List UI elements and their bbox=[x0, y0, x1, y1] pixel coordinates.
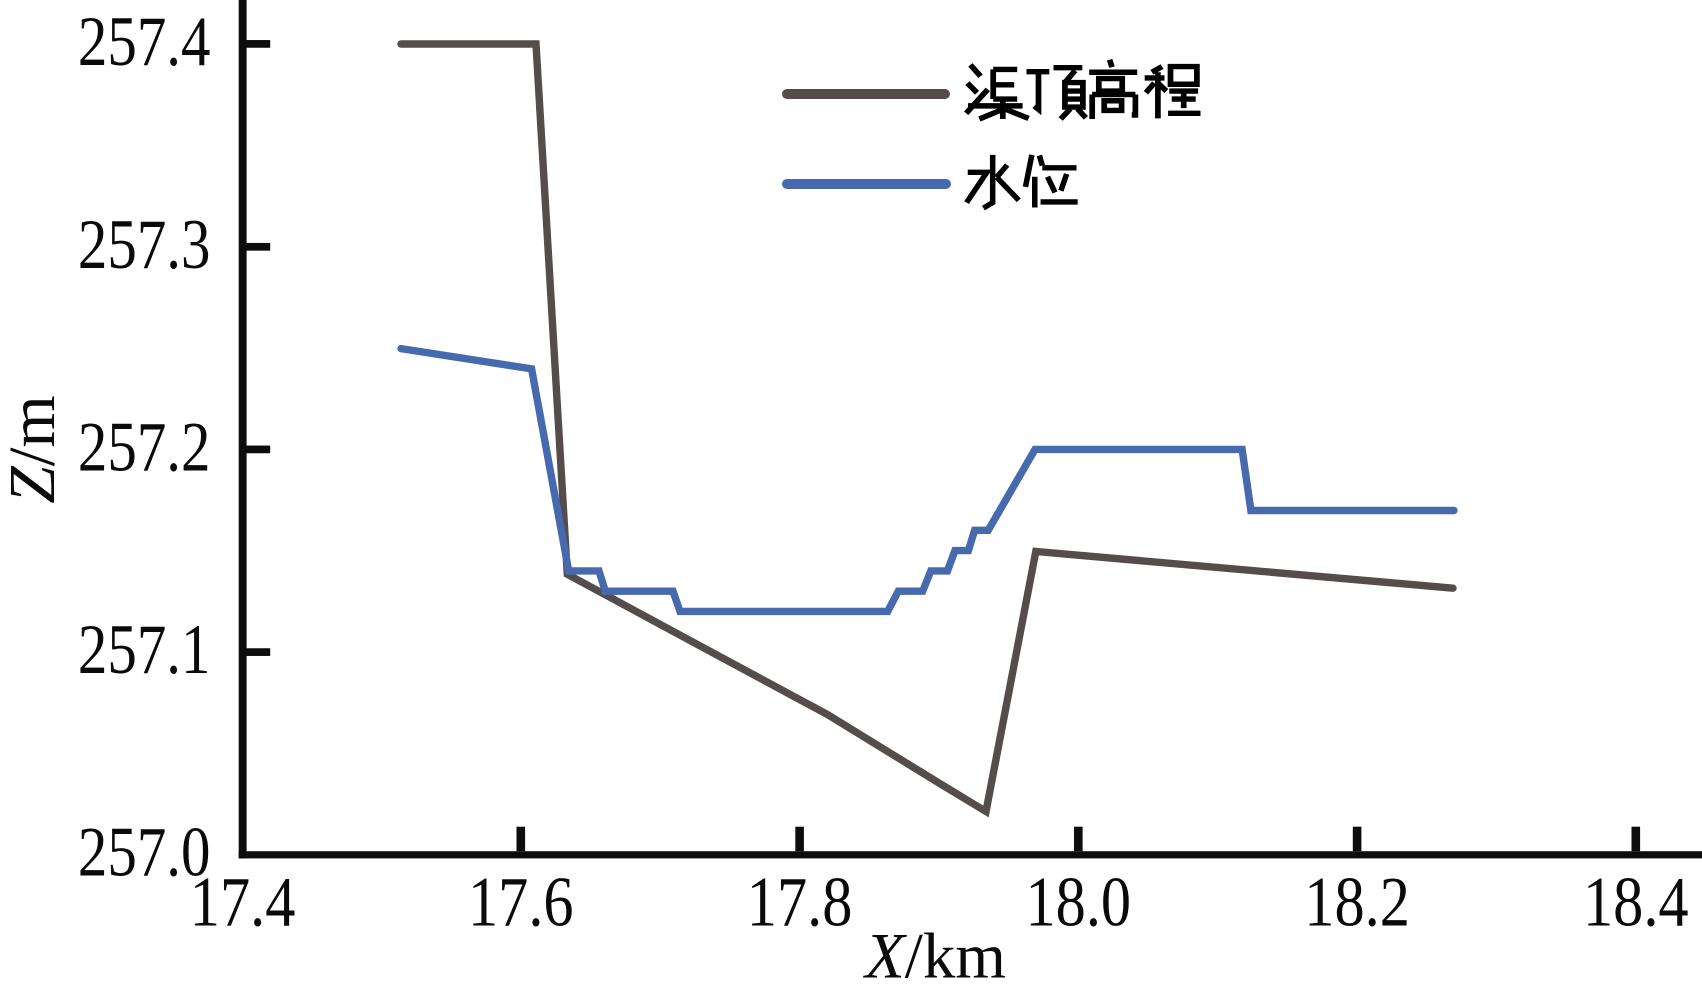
svg-text:257.2: 257.2 bbox=[78, 408, 211, 486]
svg-text:257.0: 257.0 bbox=[78, 814, 211, 892]
svg-text:Z/m: Z/m bbox=[0, 395, 69, 504]
svg-text:18.4: 18.4 bbox=[1583, 863, 1689, 942]
svg-text:17.4: 17.4 bbox=[190, 863, 296, 942]
svg-text:17.6: 17.6 bbox=[468, 863, 574, 942]
svg-text:257.4: 257.4 bbox=[78, 3, 211, 81]
svg-text:X/km: X/km bbox=[862, 921, 1006, 985]
svg-text:17.8: 17.8 bbox=[747, 863, 853, 942]
svg-text:257.3: 257.3 bbox=[78, 206, 211, 284]
svg-text:18.2: 18.2 bbox=[1304, 863, 1410, 942]
svg-text:18.0: 18.0 bbox=[1026, 863, 1132, 942]
svg-text:257.1: 257.1 bbox=[78, 611, 211, 689]
